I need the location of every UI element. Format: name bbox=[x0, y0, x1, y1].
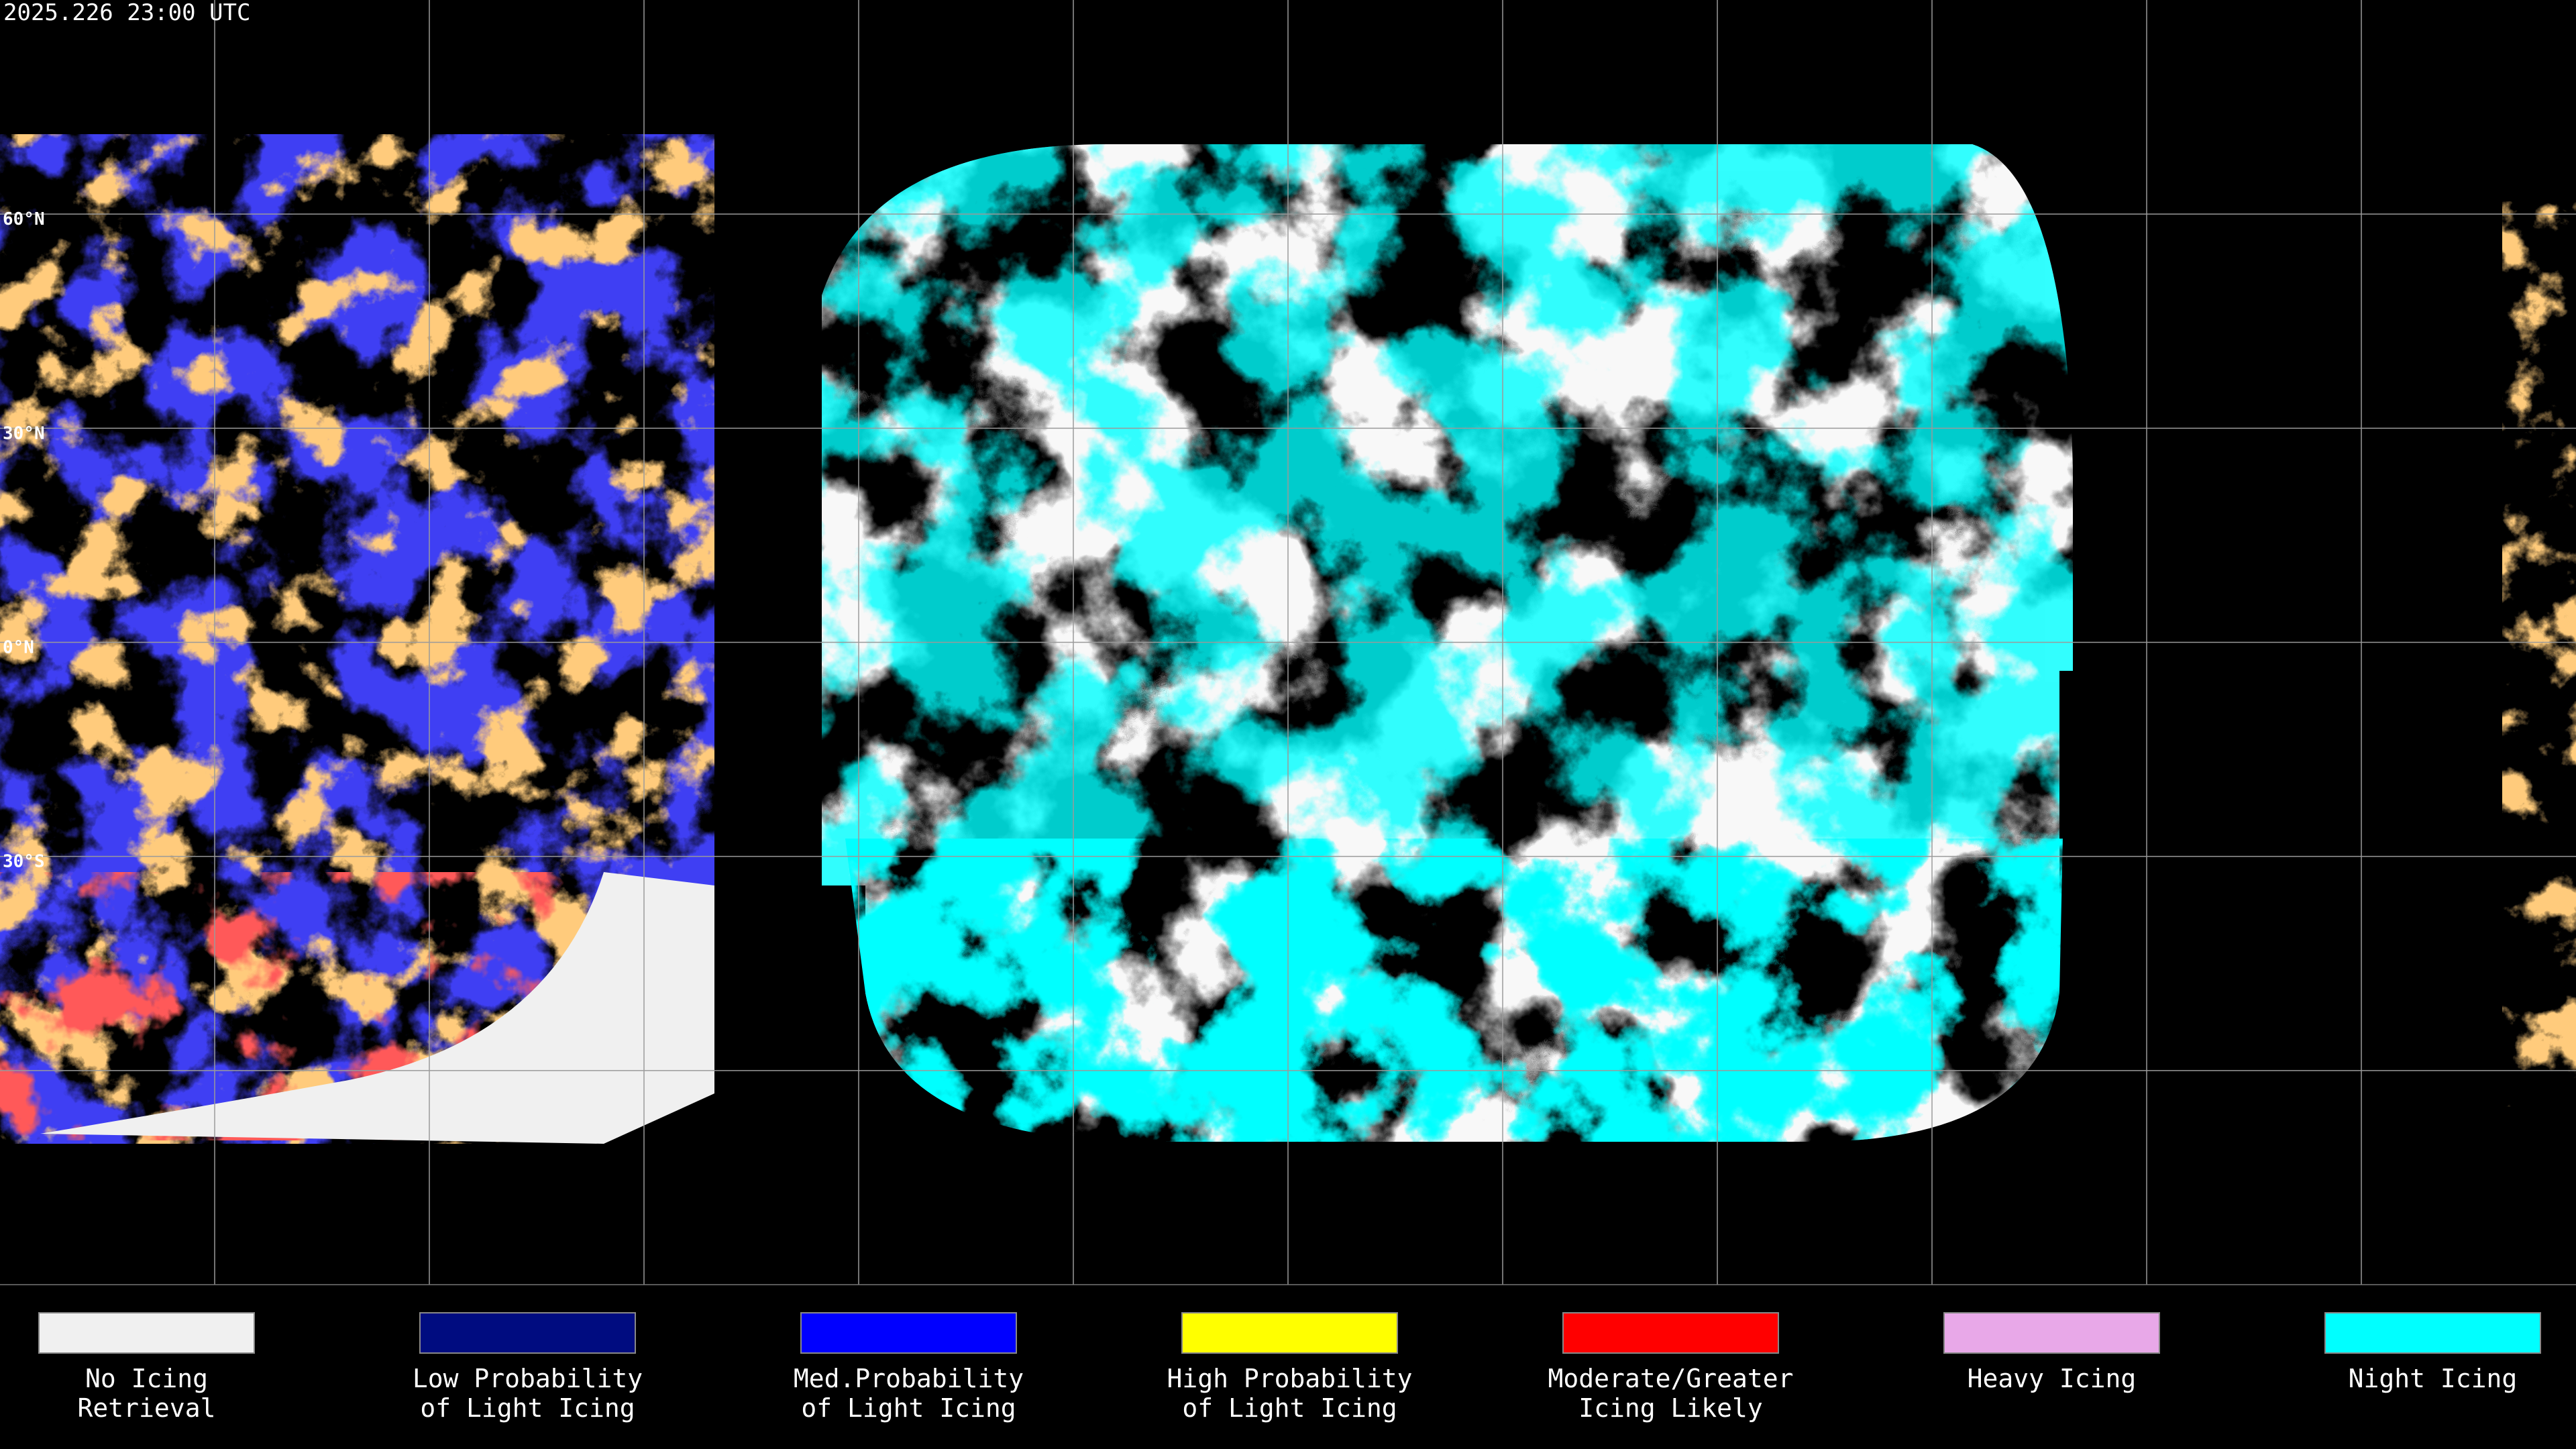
timestamp: 2025.226 23:00 UTC bbox=[3, 0, 250, 26]
legend-label: Med.Probability bbox=[794, 1364, 1024, 1393]
high-icing-field bbox=[2502, 201, 2576, 1107]
legend-label: Moderate/Greater bbox=[1548, 1364, 1793, 1393]
legend-label: Low Probability bbox=[413, 1364, 643, 1393]
legend-swatch bbox=[1943, 1312, 2160, 1354]
latitude-labels: 60°N 30°N 0°N 30°S bbox=[3, 209, 45, 872]
legend-swatch bbox=[38, 1312, 255, 1354]
latitude-label: 30°S bbox=[3, 852, 45, 872]
latitude-label: 30°N bbox=[3, 423, 45, 443]
legend-label: of Light Icing bbox=[420, 1393, 635, 1423]
legend-swatch bbox=[1181, 1312, 1398, 1354]
cloud-layer bbox=[0, 134, 2576, 1144]
legend-label: of Light Icing bbox=[801, 1393, 1016, 1423]
latitude-label: 60°N bbox=[3, 209, 45, 229]
legend-swatch bbox=[419, 1312, 636, 1354]
legend-label: High Probability bbox=[1167, 1364, 1412, 1393]
legend-label: Icing Likely bbox=[1578, 1393, 1763, 1423]
night-icing-field bbox=[845, 839, 2063, 1142]
legend-label: No Icing bbox=[85, 1364, 208, 1393]
legend-swatch bbox=[800, 1312, 1017, 1354]
legend-swatch bbox=[2324, 1312, 2541, 1354]
legend-label: Heavy Icing bbox=[1968, 1364, 2137, 1393]
legend-label: Night Icing bbox=[2349, 1364, 2518, 1393]
legend-label: of Light Icing bbox=[1182, 1393, 1397, 1423]
legend-label: Retrieval bbox=[78, 1393, 216, 1423]
legend-swatch bbox=[1562, 1312, 1779, 1354]
latitude-label: 0°N bbox=[3, 638, 34, 658]
graticule bbox=[0, 0, 2576, 1285]
